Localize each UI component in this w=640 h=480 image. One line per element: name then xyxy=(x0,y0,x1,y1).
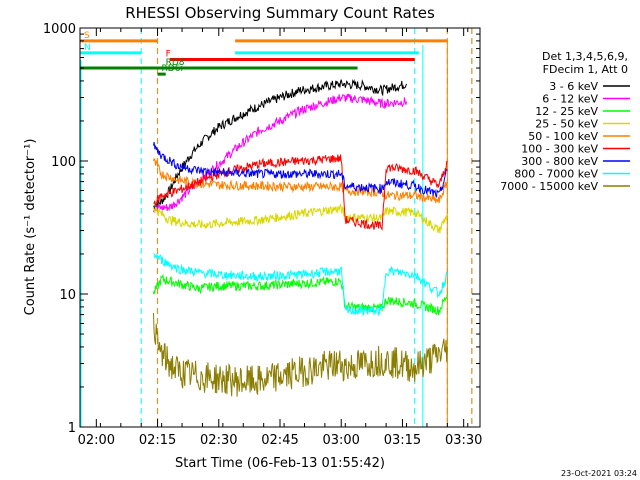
x-tick-label-0: 02:00 xyxy=(78,433,115,448)
series-line-2 xyxy=(153,273,448,316)
chart-title: RHESSI Observing Summary Count Rates xyxy=(125,4,435,22)
y-tick-label-3: 1000 xyxy=(43,22,76,37)
legend-label-2: 12 - 25 keV xyxy=(535,105,598,118)
series-line-0 xyxy=(153,78,407,212)
legend-label-6: 300 - 800 keV xyxy=(521,155,598,168)
x-tick-label-1: 02:15 xyxy=(139,433,176,448)
x-tick-label-2: 02:30 xyxy=(200,433,237,448)
series-line-5 xyxy=(153,154,448,232)
series-line-4 xyxy=(153,157,448,204)
legend-label-3: 25 - 50 keV xyxy=(535,118,598,131)
legend-header-0: Det 1,3,4,5,6,9, xyxy=(542,50,628,63)
legend-header-1: FDecim 1, Att 0 xyxy=(543,63,628,76)
legend-label-7: 800 - 7000 keV xyxy=(514,168,598,181)
y-axis-label: Count Rate (s⁻¹ detector⁻¹) xyxy=(23,139,38,316)
state-bar-label-3: RD8 xyxy=(166,58,185,68)
x-tick-label-4: 03:00 xyxy=(322,433,359,448)
state-bar-label-4: RD6i xyxy=(162,64,183,74)
series-line-3 xyxy=(153,203,448,234)
y-tick-label-2: 100 xyxy=(51,155,76,170)
series-lines xyxy=(153,78,448,397)
state-bar-label-1: N xyxy=(84,43,91,53)
x-tick-label-6: 03:30 xyxy=(445,433,482,448)
footer-date: 23-Oct-2021 03:24 xyxy=(561,469,637,478)
legend-label-1: 6 - 12 keV xyxy=(542,93,598,106)
legend-label-4: 50 - 100 keV xyxy=(528,130,598,143)
x-tick-label-3: 02:45 xyxy=(261,433,298,448)
series-line-8 xyxy=(153,312,448,397)
legend-label-8: 7000 - 15000 keV xyxy=(500,180,598,193)
series-line-6 xyxy=(153,141,448,198)
series-line-7 xyxy=(153,252,448,317)
y-tick-label-1: 10 xyxy=(59,288,76,303)
state-bar-label-2: F xyxy=(166,49,171,59)
axes: 02:00 02:15 02:30 02:45 03:00 03:15 03:30 1 10 10… xyxy=(43,22,483,448)
legend: Det 1,3,4,5,6,9,FDecim 1, Att 0 3 - 6 keV… xyxy=(500,50,630,193)
x-tick-label-5: 03:15 xyxy=(384,433,421,448)
state-bar-label-0: S xyxy=(84,31,90,41)
legend-label-0: 3 - 6 keV xyxy=(549,80,598,93)
legend-label-5: 100 - 300 keV xyxy=(521,143,598,156)
x-axis-label: Start Time (06-Feb-13 01:55:42) xyxy=(175,456,385,471)
y-tick-label-0: 1 xyxy=(68,421,76,436)
